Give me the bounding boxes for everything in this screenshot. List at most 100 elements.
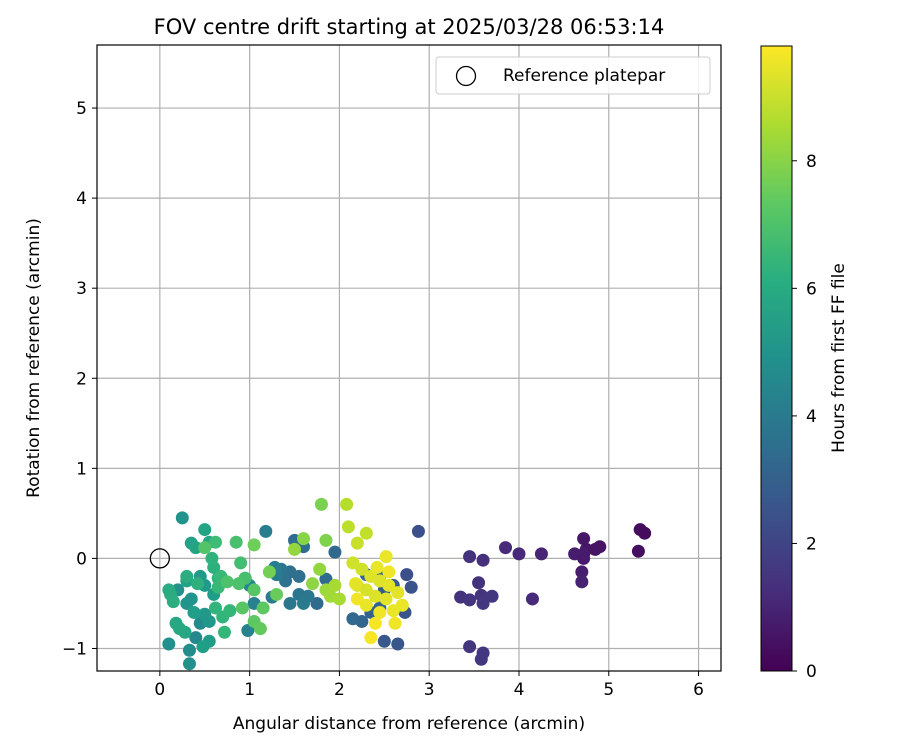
scatter-point	[355, 562, 369, 576]
scatter-point	[247, 538, 261, 552]
grid	[97, 45, 721, 671]
scatter-point	[534, 547, 548, 561]
scatter-point	[220, 575, 234, 589]
x-tick-label: 5	[603, 680, 614, 700]
scatter-point	[283, 596, 297, 610]
scatter-point	[577, 532, 591, 546]
legend: Reference platepar	[435, 56, 711, 95]
scatter-point	[209, 601, 223, 615]
scatter-point	[474, 652, 488, 666]
scatter-point	[368, 616, 382, 630]
scatter-point	[631, 544, 645, 558]
plot-frame	[96, 44, 722, 672]
x-tick-label: 3	[424, 680, 435, 700]
x-tick-label: 1	[244, 680, 255, 700]
chart-title: FOV centre drift starting at 2025/03/28 …	[154, 15, 665, 39]
reference-point-marker	[149, 548, 170, 569]
scatter-point	[196, 640, 210, 654]
scatter-point	[187, 605, 201, 619]
scatter-point	[234, 556, 248, 570]
scatter-point	[175, 511, 189, 525]
scatter-point	[182, 643, 196, 657]
scatter-point	[229, 535, 243, 549]
scatter-point	[349, 577, 363, 591]
scatter-point	[388, 616, 402, 630]
y-tick-label: 5	[76, 99, 87, 119]
scatter-point	[270, 587, 284, 601]
scatter-point	[169, 616, 183, 630]
y-axis-ticks: −1 0 1 2 3 4 5	[62, 99, 97, 659]
scatter-point	[341, 520, 355, 534]
scatter-point	[313, 562, 327, 576]
colorbar-ticks: 0 2 4 6 8	[792, 152, 817, 682]
scatter-point	[305, 577, 319, 591]
scatter-point	[189, 631, 203, 645]
scatter-point	[476, 596, 490, 610]
colorbar-label: Hours from first FF file	[829, 263, 849, 453]
scatter-point	[411, 524, 425, 538]
colorbar-tick-label: 6	[806, 279, 817, 299]
legend-marker	[455, 65, 477, 87]
scatter-point	[512, 547, 526, 561]
scatter-point	[332, 592, 346, 606]
scatter-point	[463, 640, 477, 654]
scatter-point	[198, 523, 212, 537]
colorbar-gradient	[760, 45, 793, 672]
y-tick-label: −1	[62, 639, 87, 659]
y-tick-label: 1	[76, 459, 87, 479]
legend-box	[435, 56, 711, 95]
scatter-point	[235, 601, 249, 615]
scatter-point	[575, 575, 589, 589]
scatter-point	[310, 596, 324, 610]
scatter-point	[217, 625, 231, 639]
scatter-point	[391, 586, 405, 600]
x-tick-label: 4	[514, 680, 525, 700]
colorbar-tick-label: 2	[806, 534, 817, 554]
scatter-point	[382, 578, 396, 592]
scatter-point	[166, 595, 180, 609]
y-axis-label: Rotation from reference (arcmin)	[24, 218, 44, 498]
scatter-point	[205, 551, 219, 565]
scatter-point	[404, 580, 418, 594]
scatter-point	[162, 637, 176, 651]
scatter-point	[340, 497, 354, 511]
scatter-point	[525, 592, 539, 606]
scatter-point	[191, 577, 205, 591]
y-tick-label: 2	[76, 369, 87, 389]
scatter-point	[377, 634, 391, 648]
x-tick-label: 6	[693, 680, 704, 700]
scatter-points	[149, 497, 652, 671]
colorbar: 0 2 4 6 8 Hours from first FF file	[760, 45, 849, 682]
scatter-point	[328, 545, 342, 559]
scatter-point	[162, 583, 176, 597]
x-tick-label: 2	[334, 680, 345, 700]
scatter-point	[359, 526, 373, 540]
scatter-point	[391, 637, 405, 651]
scatter-point	[400, 568, 414, 582]
scatter-point	[319, 533, 333, 547]
y-tick-label: 3	[76, 279, 87, 299]
scatter-point	[485, 589, 499, 603]
scatter-point	[499, 541, 513, 555]
y-tick-label: 4	[76, 189, 87, 209]
scatter-point	[593, 540, 607, 554]
scatter-point	[379, 592, 393, 606]
scatter-point	[346, 612, 360, 626]
scatter-point	[314, 497, 328, 511]
x-axis-ticks: 0 1 2 3 4 5 6	[154, 671, 704, 700]
scatter-point	[189, 541, 203, 555]
scatter-point	[259, 524, 273, 538]
scatter-point	[262, 565, 276, 579]
scatter-point	[253, 622, 267, 636]
scatter-point	[379, 550, 393, 564]
scatter-point	[180, 569, 194, 583]
scatter-point	[223, 604, 237, 618]
legend-label: Reference platepar	[503, 66, 665, 86]
scatter-point	[297, 532, 311, 546]
x-axis-label: Angular distance from reference (arcmin)	[233, 714, 585, 734]
scatter-point	[241, 623, 255, 637]
scatter-point	[328, 578, 342, 592]
scatter-point	[463, 550, 477, 564]
scatter-point	[182, 657, 196, 671]
